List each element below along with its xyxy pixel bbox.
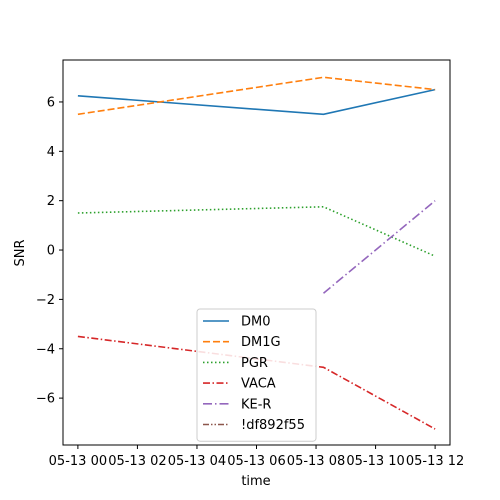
legend-label-3: VACA	[241, 377, 276, 392]
x-tick-label: 05-13 00	[49, 454, 107, 469]
y-axis-ticks: −6 −4 −2 0 2 4 6	[36, 95, 63, 407]
series-line-1	[77, 76, 436, 116]
y-tick-label: −6	[36, 392, 55, 407]
series-line-0	[77, 88, 436, 116]
series-line-4	[322, 200, 436, 294]
legend-label-0: DM0	[241, 315, 271, 330]
series-line-2	[77, 205, 436, 257]
x-axis-ticks: 05-13 00 05-13 02 05-13 04 05-13 06 05-13 08…	[49, 445, 464, 469]
x-tick-label: 05-13 02	[108, 454, 166, 469]
legend-label-4: KE-R	[241, 397, 271, 412]
x-tick-label: 05-13 08	[287, 454, 345, 469]
y-tick-label: 6	[47, 95, 55, 110]
y-tick-label: 2	[47, 194, 55, 209]
y-tick-label: −4	[36, 342, 55, 357]
x-tick-label: 05-13 10	[346, 454, 404, 469]
legend-label-5: !df892f55	[241, 418, 305, 433]
x-tick-label: 05-13 04	[168, 454, 226, 469]
legend-label-2: PGR	[241, 356, 268, 371]
series-line-3	[77, 335, 436, 430]
x-tick-label: 05-13 12	[406, 454, 464, 469]
y-tick-label: −2	[36, 293, 55, 308]
y-tick-label: 4	[47, 145, 55, 160]
x-tick-label: 05-13 06	[227, 454, 285, 469]
y-tick-label: 0	[47, 244, 55, 259]
x-axis-label: time	[241, 474, 270, 489]
legend-label-1: DM1G	[241, 335, 281, 350]
legend: DM0 DM1G PGR VACA KE-R !df892f55	[196, 308, 317, 442]
plot-lines	[77, 76, 436, 430]
y-axis-label: SNR	[13, 239, 28, 266]
